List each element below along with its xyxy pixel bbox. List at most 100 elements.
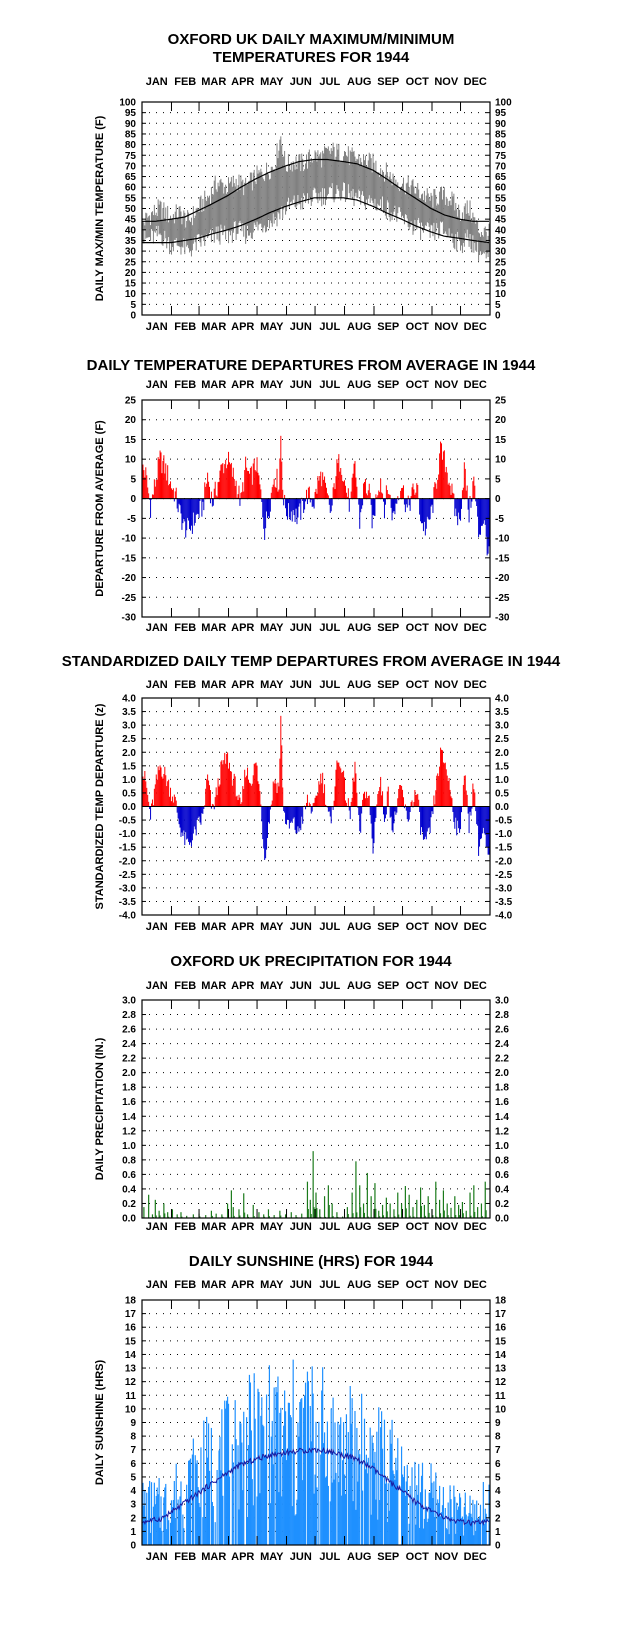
month-label-top: FEB xyxy=(174,980,196,992)
month-label-top: OCT xyxy=(406,679,430,691)
y-tick-label-left: 1.8 xyxy=(122,1083,136,1094)
y-tick-label-left: 0.5 xyxy=(122,788,136,799)
y-tick-label-left: -15 xyxy=(122,553,137,564)
y-tick-label-left: 2.4 xyxy=(122,1039,136,1050)
chart-title: OXFORD UK DAILY MAXIMUM/MINIMUM xyxy=(168,31,455,48)
y-tick-label-left: 3.0 xyxy=(122,721,136,732)
y-tick-label-left: 2.5 xyxy=(122,734,136,745)
y-tick-label-right: 2.8 xyxy=(495,1010,509,1021)
month-label-top: MAY xyxy=(260,379,284,391)
month-label-top: JUL xyxy=(319,980,340,992)
month-label-top: FEB xyxy=(174,76,196,88)
y-tick-label-right: 25 xyxy=(495,257,507,268)
month-label-bottom: AUG xyxy=(347,622,371,634)
month-label-bottom: JUL xyxy=(319,321,340,333)
month-label-top: SEP xyxy=(377,679,399,691)
y-tick-label-right: 20 xyxy=(495,268,507,279)
y-tick-label-left: 15 xyxy=(125,435,137,446)
y-tick-label-right: 3.0 xyxy=(495,721,509,732)
month-label-bottom: JUN xyxy=(290,321,312,333)
month-label-bottom: JUL xyxy=(319,622,340,634)
month-label-top: JAN xyxy=(146,679,168,691)
month-label-bottom: SEP xyxy=(377,1551,399,1563)
y-tick-label-left: -4.0 xyxy=(119,911,137,922)
y-tick-label-left: 3.0 xyxy=(122,996,136,1007)
month-label-top: JAN xyxy=(146,980,168,992)
month-label-bottom: SEP xyxy=(377,622,399,634)
y-tick-label-right: 3.0 xyxy=(495,996,509,1007)
y-tick-label-left: 75 xyxy=(125,151,137,162)
temperature-range-series xyxy=(141,136,490,261)
month-label-bottom: MAY xyxy=(260,1551,284,1563)
y-tick-label-left: 35 xyxy=(125,236,137,247)
month-label-bottom: AUG xyxy=(347,1551,371,1563)
month-label-top: AUG xyxy=(347,1279,371,1291)
y-tick-label-left: -3.5 xyxy=(119,897,137,908)
y-tick-label-right: 90 xyxy=(495,119,507,130)
y-tick-label-left: 0.0 xyxy=(122,1214,136,1225)
y-tick-label-right: 1.8 xyxy=(495,1083,509,1094)
chart-panel-standardized: STANDARDIZED DAILY TEMP DEPARTURES FROM … xyxy=(62,653,561,933)
month-label-bottom: NOV xyxy=(434,921,459,933)
y-tick-label-left: 50 xyxy=(125,204,137,215)
y-tick-label-right: 45 xyxy=(495,215,507,226)
y-tick-label-left: 20 xyxy=(125,415,137,426)
y-tick-label-left: 8 xyxy=(130,1432,136,1443)
y-tick-label-right: 12 xyxy=(495,1377,507,1388)
month-label-bottom: MAY xyxy=(260,921,284,933)
month-label-top: JAN xyxy=(146,1279,168,1291)
y-tick-label-right: 7 xyxy=(495,1445,501,1456)
month-label-top: NOV xyxy=(434,379,459,391)
month-label-top: OCT xyxy=(406,379,430,391)
data-layer xyxy=(141,136,490,261)
y-tick-label-right: 75 xyxy=(495,151,507,162)
month-label-bottom: FEB xyxy=(174,321,196,333)
month-label-bottom: JAN xyxy=(146,1221,168,1233)
y-tick-label-left: 0.4 xyxy=(122,1184,136,1195)
data-layer xyxy=(141,715,490,860)
month-label-top: SEP xyxy=(377,980,399,992)
y-tick-label-right: 20 xyxy=(495,415,507,426)
y-tick-label-right: 0.8 xyxy=(495,1155,509,1166)
month-label-bottom: JUN xyxy=(290,921,312,933)
month-label-top: OCT xyxy=(406,1279,430,1291)
plot-frame xyxy=(141,101,491,316)
y-tick-label-left: 60 xyxy=(125,183,137,194)
month-label-bottom: DEC xyxy=(464,321,487,333)
sunshine-average-line xyxy=(141,1447,490,1527)
month-label-bottom: SEP xyxy=(377,921,399,933)
month-label-top: NOV xyxy=(434,679,459,691)
month-label-bottom: FEB xyxy=(174,622,196,634)
y-tick-label-right: 6 xyxy=(495,1459,501,1470)
month-ticks xyxy=(142,399,490,618)
y-tick-label-right: -0.5 xyxy=(495,816,513,827)
month-label-top: NOV xyxy=(434,980,459,992)
y-tick-label-left: 0.8 xyxy=(122,1155,136,1166)
month-label-bottom: JAN xyxy=(146,1551,168,1563)
month-label-top: JUL xyxy=(319,1279,340,1291)
month-label-top: JUN xyxy=(290,1279,312,1291)
y-tick-label-left: 25 xyxy=(125,257,137,268)
month-label-bottom: OCT xyxy=(406,1551,430,1563)
y-tick-label-right: 14 xyxy=(495,1350,507,1361)
y-tick-label-right: 50 xyxy=(495,204,507,215)
y-tick-label-right: 0 xyxy=(495,1541,501,1552)
month-label-top: JUL xyxy=(319,379,340,391)
month-label-bottom: JAN xyxy=(146,321,168,333)
month-label-bottom: MAR xyxy=(201,1551,226,1563)
y-tick-label-left: 5 xyxy=(130,300,136,311)
y-tick-label-right: 1.4 xyxy=(495,1112,509,1123)
month-label-top: MAR xyxy=(201,679,226,691)
y-tick-label-right: 16 xyxy=(495,1323,507,1334)
month-label-top: JUN xyxy=(290,980,312,992)
month-label-top: AUG xyxy=(347,379,371,391)
y-tick-label-left: 80 xyxy=(125,140,137,151)
y-tick-label-right: 3.5 xyxy=(495,707,509,718)
month-label-bottom: DEC xyxy=(464,622,487,634)
y-tick-label-left: 14 xyxy=(125,1350,137,1361)
y-tick-label-left: 2.2 xyxy=(122,1054,136,1065)
y-tick-label-left: 40 xyxy=(125,225,137,236)
y-tick-label-right: -1.5 xyxy=(495,843,513,854)
month-label-top: JAN xyxy=(146,76,168,88)
y-tick-label-left: 100 xyxy=(119,98,136,109)
